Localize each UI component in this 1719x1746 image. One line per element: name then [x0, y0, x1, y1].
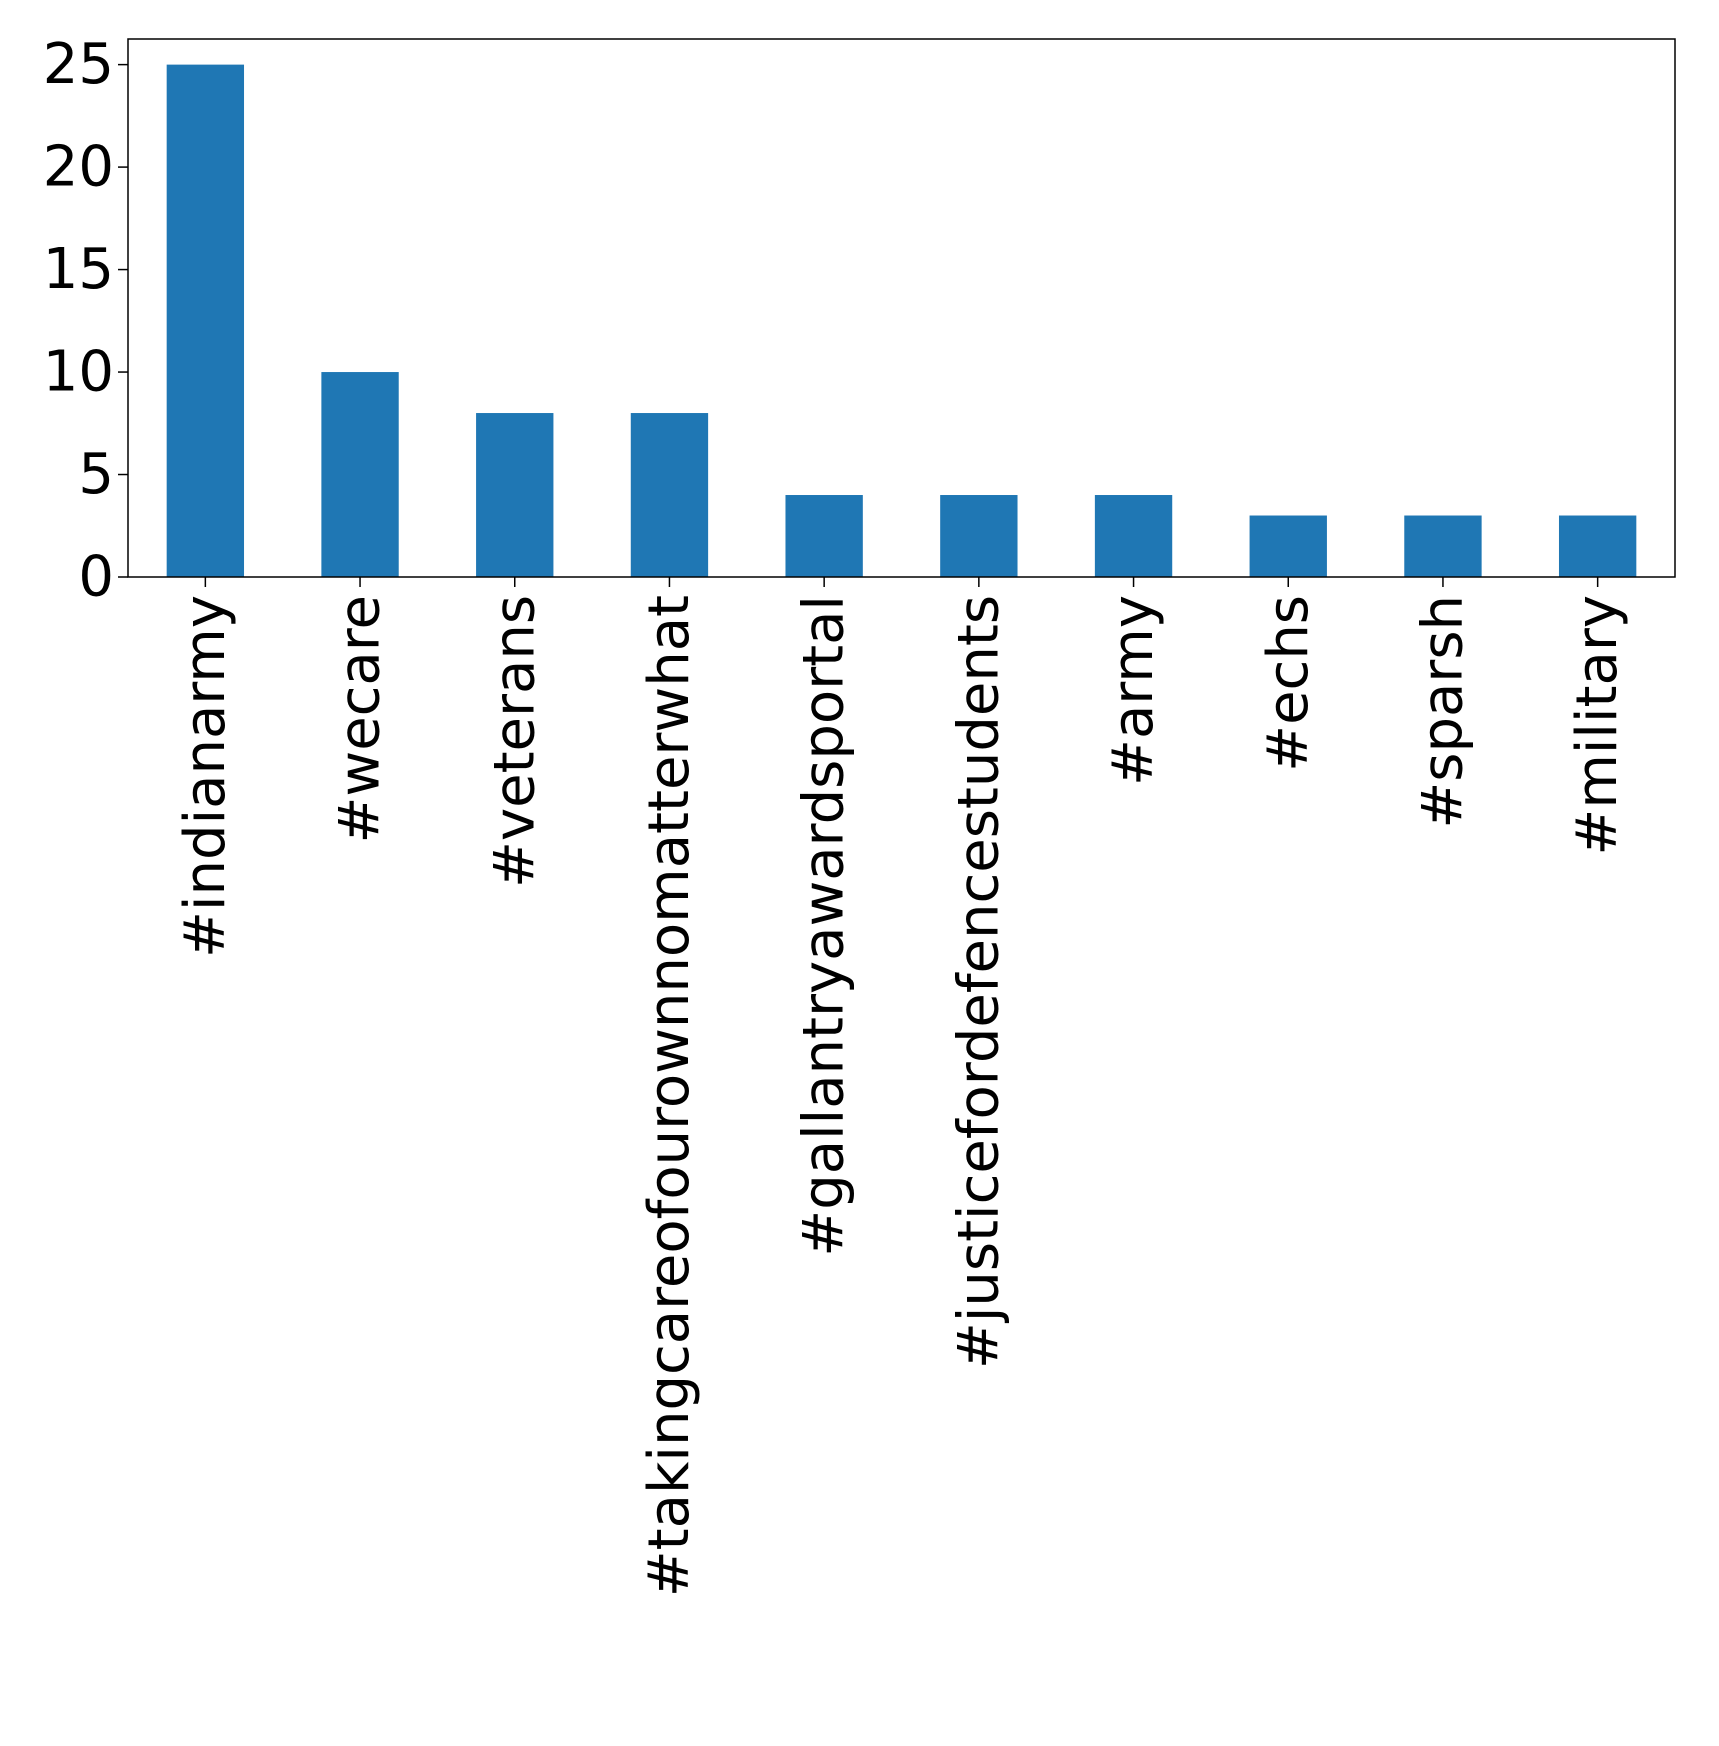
x-tick-label: #veterans — [482, 595, 547, 888]
bar-army — [1094, 495, 1173, 577]
y-tick-label: 10 — [43, 340, 114, 405]
bar-veterans — [476, 413, 554, 577]
x-tick-label: #indianarmy — [173, 595, 238, 958]
bar-indianarmy — [166, 64, 245, 578]
y-tick-label: 15 — [43, 237, 114, 302]
x-tick-label: #wecare — [328, 595, 393, 844]
bars-group — [166, 64, 1637, 578]
x-axis: #indianarmy #wecare #veterans #takingcareof… — [173, 577, 1630, 1597]
x-tick-label: #army — [1101, 595, 1166, 786]
x-tick-label: #echs — [1256, 595, 1321, 772]
y-tick-label: 5 — [78, 442, 114, 507]
bar-takingcareofourownnomatterwhat — [630, 413, 709, 577]
y-tick-label: 20 — [43, 135, 114, 200]
x-tick-label: #gallantryawardsportal — [792, 595, 857, 1257]
x-tick-label: #takingcareofourownnomatterwhat — [637, 595, 702, 1597]
bar-echs — [1249, 515, 1327, 577]
x-tick-label: #sparsh — [1410, 595, 1475, 829]
y-tick-label: 25 — [43, 32, 114, 97]
bar-justicefordefencestudents — [940, 495, 1018, 577]
bar-sparsh — [1404, 515, 1482, 577]
y-tick-label: 0 — [78, 545, 114, 610]
plot-frame — [127, 38, 1676, 578]
x-tick-label: #military — [1565, 595, 1630, 856]
bar-gallantryawardsportal — [785, 495, 863, 577]
y-axis: 0 5 10 15 20 25 — [43, 32, 128, 610]
bar-wecare — [321, 372, 399, 577]
x-tick-label: #justicefordefencestudents — [946, 595, 1011, 1369]
bar-military — [1558, 515, 1637, 577]
